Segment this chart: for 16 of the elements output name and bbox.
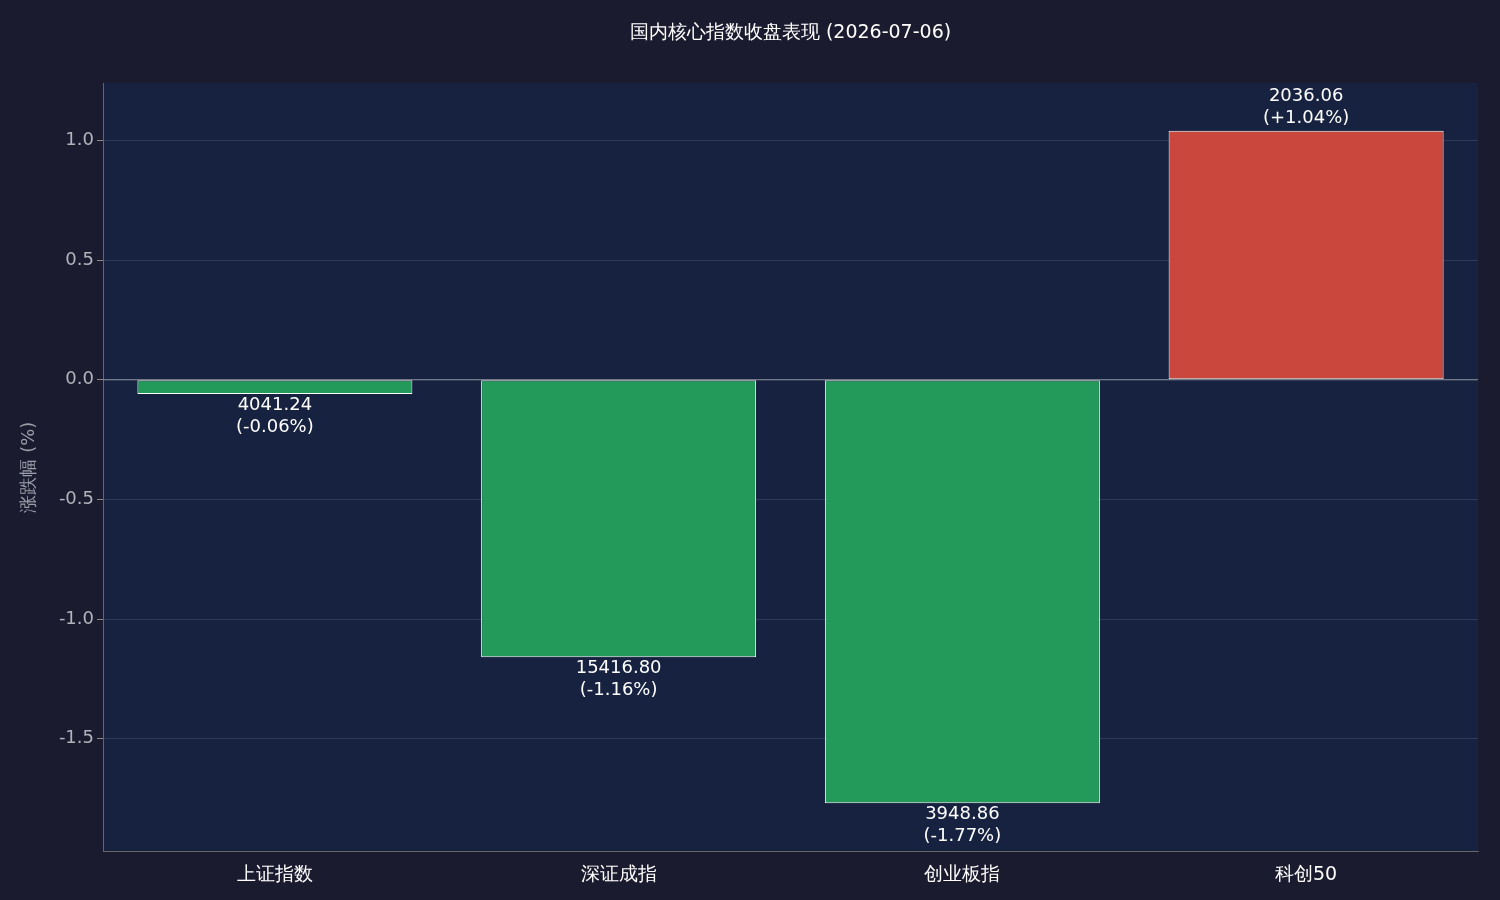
x-tick-label: 创业板指	[924, 861, 1001, 884]
x-tick-label: 科创50	[1275, 861, 1338, 884]
y-tick-label: 0.5	[65, 247, 94, 269]
y-tick-label: -0.5	[58, 487, 94, 509]
y-tick-label: -1.0	[58, 606, 94, 628]
y-tick-label: 0.0	[65, 367, 94, 389]
data-label: 15416.80 (-1.16%)	[575, 656, 662, 700]
data-label: 4041.24 (-0.06%)	[236, 392, 314, 436]
data-label: 3948.86 (-1.77%)	[923, 802, 1002, 846]
data-label: 2036.06 (+1.04%)	[1262, 83, 1350, 127]
y-tick-label: -1.5	[58, 726, 94, 748]
x-tick-label: 深证成指	[580, 861, 657, 884]
y-axis-title: 涨跌幅 (%)	[17, 421, 39, 513]
x-tick-label: 上证指数	[236, 861, 313, 884]
y-tick-label: 1.0	[65, 128, 94, 150]
chart-title: 国内核心指数收盘表现 (2026-07-06)	[629, 19, 952, 42]
